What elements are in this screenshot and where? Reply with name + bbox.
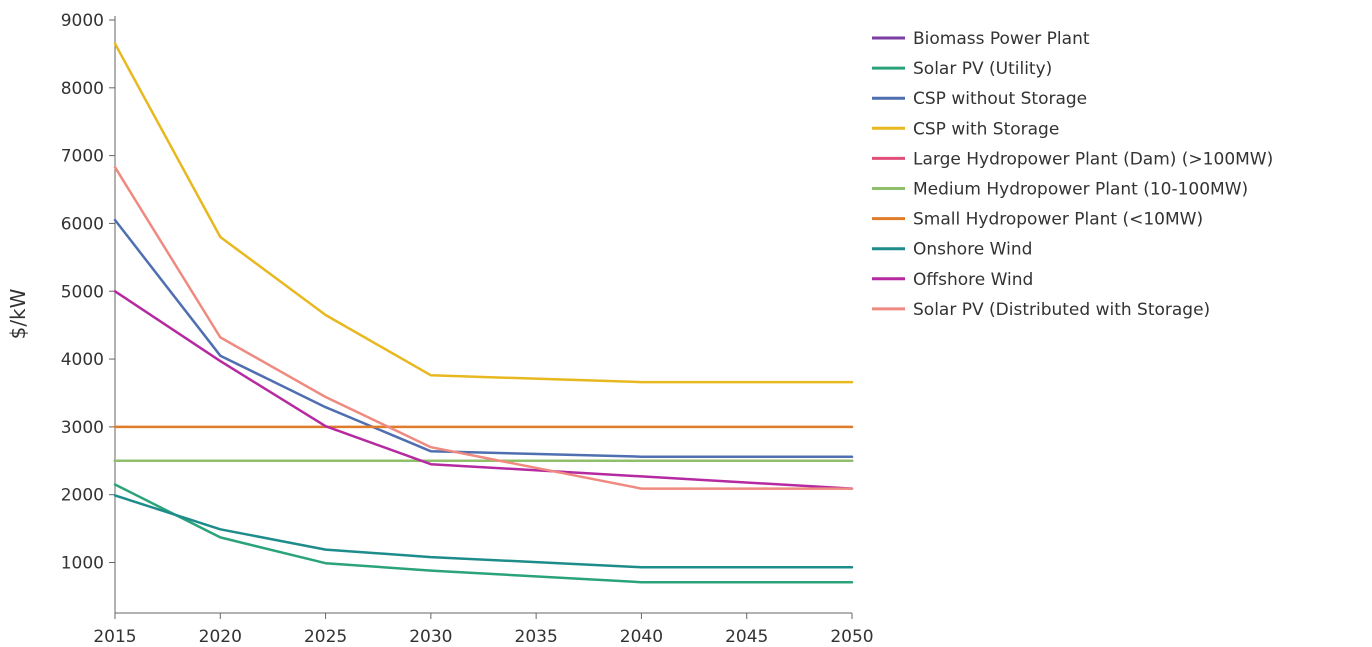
x-tick-label: 2015 [93,627,136,647]
series-line [113,42,854,384]
legend-label: CSP with Storage [913,119,1059,139]
legend-label: Onshore Wind [913,240,1032,260]
legend-label: Offshore Wind [913,270,1033,290]
legend-item: Onshore Wind [872,240,1032,260]
series-line [113,165,854,490]
x-tick-label: 2030 [409,627,452,647]
legend-label: Small Hydropower Plant (<10MW) [913,210,1203,230]
y-tick-label: 9000 [61,11,104,31]
series-line [113,218,854,458]
series-line [113,483,854,584]
legend-label: Large Hydropower Plant (Dam) (>100MW) [913,149,1273,169]
legend-item: Large Hydropower Plant (Dam) (>100MW) [872,149,1273,169]
y-axis-title: $/kW [6,288,30,339]
y-tick-label: 7000 [61,147,104,167]
legend-item: Solar PV (Distributed with Storage) [872,300,1210,320]
series-line [113,494,854,569]
x-tick-label: 2040 [620,627,663,647]
y-tick-label: 4000 [61,350,104,370]
series-line [113,290,854,490]
legend-item: CSP with Storage [872,119,1059,139]
x-tick-label: 2020 [199,627,242,647]
y-tick-label: 8000 [61,79,104,99]
x-tick-label: 2045 [725,627,768,647]
legend-label: Medium Hydropower Plant (10-100MW) [913,180,1248,200]
legend-item: Offshore Wind [872,270,1033,290]
y-tick-label: 1000 [61,554,104,574]
legend-item: CSP without Storage [872,89,1087,109]
y-tick-label: 3000 [61,418,104,438]
legend-label: Biomass Power Plant [913,29,1090,49]
legend-item: Solar PV (Utility) [872,59,1052,79]
chart-legend: Biomass Power Plant Solar PV (Utility) CSP… [872,29,1273,320]
legend-item: Medium Hydropower Plant (10-100MW) [872,180,1248,200]
x-tick-label: 2050 [830,627,873,647]
legend-label: Solar PV (Utility) [913,59,1052,79]
x-tick-label: 2025 [304,627,347,647]
chart-series-lines [113,42,854,584]
y-tick-label: 2000 [61,486,104,506]
chart-axes: 1000 2000 3000 4000 5000 6000 7000 8000 9000 2015… [61,11,874,647]
x-tick-label: 2035 [515,627,558,647]
y-tick-label: 5000 [61,282,104,302]
y-tick-label: 6000 [61,214,104,234]
legend-label: CSP without Storage [913,89,1087,109]
legend-label: Solar PV (Distributed with Storage) [913,300,1210,320]
legend-item: Small Hydropower Plant (<10MW) [872,210,1203,230]
legend-item: Biomass Power Plant [872,29,1090,49]
